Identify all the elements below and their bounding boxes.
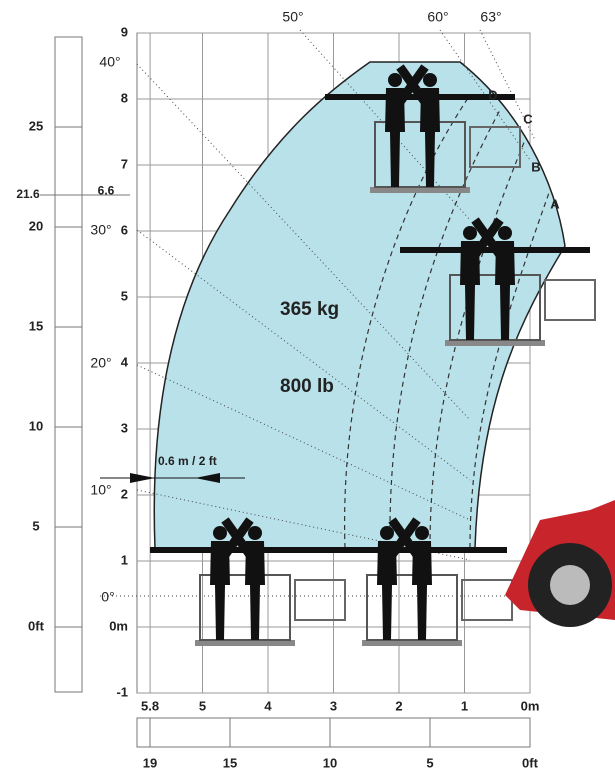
load-lb: 800 lb (280, 376, 334, 397)
height-ft: 21.6 (16, 187, 40, 201)
ft-tick-label: 0ft (28, 618, 45, 633)
ft-tick-label: 25 (29, 118, 43, 133)
y-tick-label: 1 (121, 552, 128, 567)
ft-tick-label: 10 (323, 755, 337, 770)
x-tick-label: 5.8 (141, 698, 159, 713)
angle-label: 30° (90, 222, 111, 238)
ft-tick-label: 5 (426, 755, 433, 770)
ft-tick-label: 15 (223, 755, 237, 770)
boom-position-label: D (488, 87, 497, 102)
angle-label: 0° (101, 589, 114, 605)
x-tick-label: 3 (330, 698, 337, 713)
load-kg: 365 kg (280, 299, 339, 320)
y-tick-label: 3 (121, 420, 128, 435)
boom-position-label: A (550, 196, 560, 211)
y-tick-label: 4 (121, 354, 129, 369)
ft-tick-label: 20 (29, 218, 43, 233)
x-tick-label: 0m (521, 698, 540, 713)
boom-position-label: C (523, 111, 533, 126)
angle-label: 20° (90, 355, 111, 371)
y-tick-label: 5 (121, 288, 128, 303)
ft-tick-label: 5 (32, 518, 39, 533)
range-diagram: 0.6 m / 2 ft 365 kg 800 lb -1 0m 1 2 3 4 5 6 7 8 9… (0, 0, 615, 773)
y-tick-label: 9 (121, 24, 128, 39)
ft-tick-label: 10 (29, 418, 43, 433)
boom-position-label: B (531, 159, 540, 174)
machine (505, 500, 615, 627)
angle-label: 10° (90, 482, 111, 498)
x-tick-label: 1 (461, 698, 468, 713)
ft-scale-bar-bottom (137, 718, 530, 747)
ft-tick-label: 0ft (522, 755, 539, 770)
height-m: 6.6 (98, 184, 115, 198)
y-tick-label: 7 (121, 156, 128, 171)
y-tick-label: 6 (121, 222, 128, 237)
y-tick-label: 2 (121, 486, 128, 501)
y-tick-label: -1 (116, 684, 128, 699)
ft-scale-bar (55, 37, 82, 692)
ft-tick-label: 19 (143, 755, 157, 770)
x-tick-label: 2 (395, 698, 402, 713)
angle-label: 63° (480, 9, 501, 25)
x-tick-label: 5 (199, 698, 206, 713)
angle-label: 60° (427, 9, 448, 25)
ft-tick-label: 15 (29, 318, 43, 333)
offset-label: 0.6 m / 2 ft (158, 454, 217, 468)
y-tick-label: 8 (121, 90, 128, 105)
y-tick-label: 0m (109, 618, 128, 633)
angle-label: 50° (282, 9, 303, 25)
x-tick-label: 4 (264, 698, 272, 713)
angle-label: 40° (99, 54, 120, 70)
